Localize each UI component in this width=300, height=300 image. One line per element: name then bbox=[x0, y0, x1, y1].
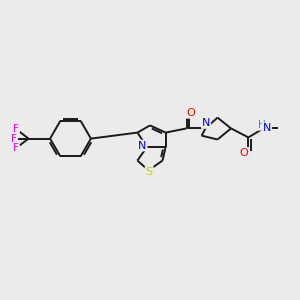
Text: O: O bbox=[239, 148, 248, 158]
Text: N: N bbox=[202, 118, 210, 128]
Text: F: F bbox=[13, 143, 19, 153]
Text: F: F bbox=[13, 124, 19, 134]
Text: S: S bbox=[146, 167, 153, 177]
Text: O: O bbox=[187, 108, 196, 118]
Text: N: N bbox=[138, 140, 147, 151]
Text: F: F bbox=[11, 134, 16, 144]
Text: H: H bbox=[258, 120, 266, 130]
Text: N: N bbox=[263, 123, 271, 134]
